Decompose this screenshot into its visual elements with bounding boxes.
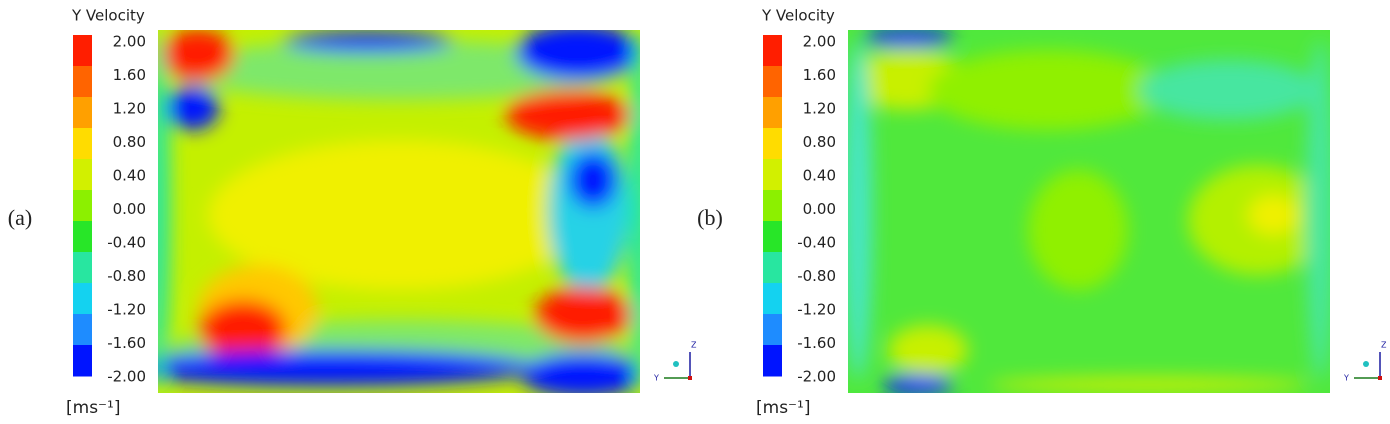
axis-label: Z [1381,341,1387,350]
colorbar-title: Y Velocity [71,7,145,25]
colorbar-band [73,252,92,284]
colorbar-title: Y Velocity [761,7,835,25]
colorbar-band [763,159,782,191]
contour-region [506,90,630,140]
colorbar-tick-label: 1.60 [803,66,836,84]
colorbar-band [763,97,782,129]
colorbar-tick-label: 1.60 [113,66,146,84]
colorbar-unit: [ms⁻¹] [66,398,120,418]
contour-region [848,40,872,380]
colorbar-tick-label: 1.20 [803,100,836,118]
contour-field [848,30,1330,393]
contour-region [548,125,628,295]
colorbar-tick-label: -0.40 [107,234,146,252]
colorbar-band [763,35,782,67]
colorbar-band [763,221,782,253]
contour-region [628,30,640,390]
contour-region [535,287,631,343]
contour-region [521,353,640,393]
contour-field [158,30,640,393]
colorbar-tick-label: 2.00 [803,33,836,51]
contour-plot [848,30,1330,393]
contour-region [888,325,968,375]
contour-region [1306,40,1330,380]
colorbar-tick-label: -1.60 [797,334,836,352]
colorbar-tick-label: -0.80 [797,267,836,285]
contour-region [883,375,953,393]
contour-region [283,32,453,52]
axis-label: Z [691,341,697,350]
contour-region [199,300,287,360]
colorbar-band [763,252,782,284]
contour-region [1028,170,1128,290]
colorbar-tick-label: 0.00 [803,200,836,218]
colorbar-tick-label: 2.00 [113,33,146,51]
axis-view [1363,361,1369,367]
colorbar-tick-label: -1.60 [107,334,146,352]
axis-origin [688,376,692,380]
contour-region [158,350,538,386]
colorbar-band [763,283,782,315]
axis-label: Y [653,374,659,383]
colorbar-tick-label: -0.40 [797,234,836,252]
axis-view [673,361,679,367]
contour-region [158,30,170,390]
colorbar-band [73,66,92,98]
colorbar-band [73,221,92,253]
axis-label: Y [1343,374,1349,383]
colorbar-band [73,35,92,67]
colorbar-band [73,345,92,377]
contour-region [863,30,953,47]
contour-region [162,30,234,81]
colorbar-tick-label: -2.00 [107,368,146,386]
colorbar-band [763,314,782,346]
colorbar-tick-label: -1.20 [797,301,836,319]
contour-region [1248,195,1298,235]
colorbar-tick-label: 0.80 [113,133,146,151]
colorbar-tick-label: 1.20 [113,100,146,118]
colorbar-tick-label: -2.00 [797,368,836,386]
contour-region [988,377,1308,393]
colorbar-band [763,66,782,98]
colorbar-band [763,345,782,377]
contour-region [167,86,219,130]
colorbar-tick-label: 0.40 [113,167,146,185]
colorbar-tick-label: 0.00 [113,200,146,218]
contour-plot [158,30,640,393]
contour-region [168,40,628,100]
colorbar-band [73,190,92,222]
colorbar-band [73,159,92,191]
colorbar-band [73,97,92,129]
colorbar-band [763,190,782,222]
panel-label: (b) [697,205,723,230]
panel-label: (a) [8,205,32,230]
colorbar-band [73,314,92,346]
axis-origin [1378,376,1382,380]
colorbar-band [73,283,92,315]
contour-region [928,50,1168,130]
colorbar-tick-label: 0.80 [803,133,836,151]
contour-region [208,140,588,290]
colorbar-tick-label: 0.40 [803,167,836,185]
contour-region [569,152,617,208]
colorbar-unit: [ms⁻¹] [756,398,810,418]
contour-region [516,30,640,80]
contour-region [1138,60,1318,120]
colorbar-tick-label: -1.20 [107,301,146,319]
colorbar-band [763,128,782,160]
colorbar-tick-label: -0.80 [107,267,146,285]
colorbar-band [73,128,92,160]
